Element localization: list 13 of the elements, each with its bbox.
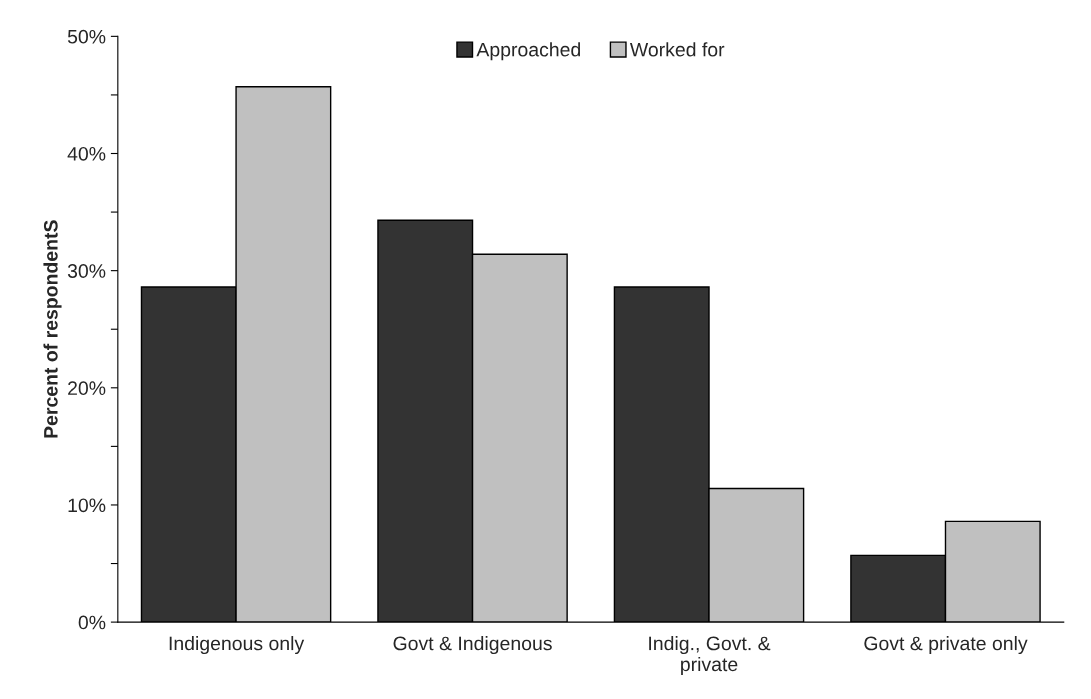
x-tick-label: Indig., Govt. & private bbox=[649, 636, 771, 676]
y-tick-label: 10% bbox=[68, 498, 106, 513]
y-tick-label: 20% bbox=[68, 381, 106, 396]
legend-label: Approached bbox=[476, 42, 581, 61]
x-tick-label: Govt & private only bbox=[864, 636, 1028, 655]
y-tick-label: 0% bbox=[78, 615, 106, 630]
y-axis-title: Percent of respondentS bbox=[43, 220, 62, 438]
legend-label: Worked for bbox=[629, 42, 725, 57]
x-tick-label: Indigenous only bbox=[169, 636, 305, 655]
y-tick-label: 40% bbox=[67, 146, 106, 161]
y-tick-label: 30% bbox=[67, 264, 106, 278]
y-tick-label: 50% bbox=[67, 29, 106, 44]
x-tick-label: Govt & Indigenous bbox=[393, 636, 552, 655]
